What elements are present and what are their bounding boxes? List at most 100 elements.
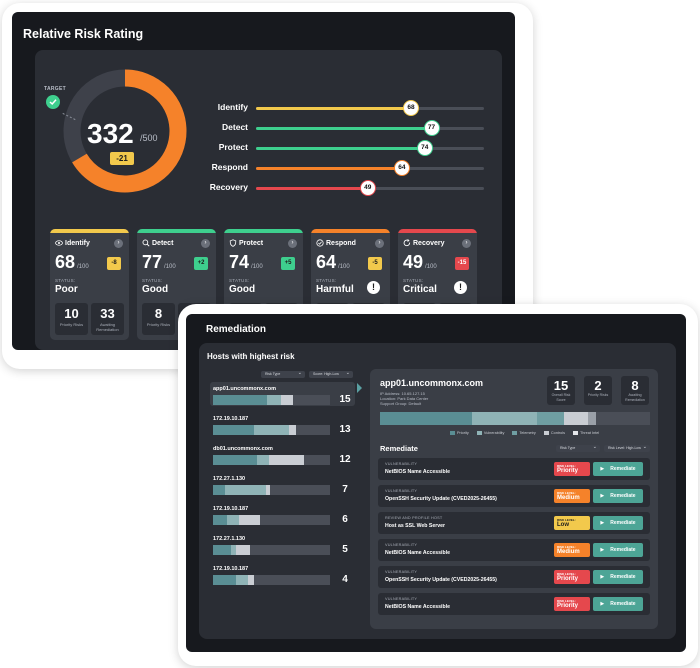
target-label: TARGET xyxy=(44,86,66,92)
awaiting-remediation-label: Awaiting Remediation xyxy=(96,322,119,332)
legend-label: Telemetry xyxy=(519,431,536,435)
host-risk-segment xyxy=(213,395,267,405)
chevron-right-icon[interactable]: › xyxy=(201,239,210,248)
awaiting-remediation-value: 33 xyxy=(100,306,115,321)
host-risk-segment xyxy=(236,545,251,555)
host-row[interactable]: app01.uncommonx.com 15 xyxy=(210,382,355,406)
chevron-right-icon[interactable]: › xyxy=(288,239,297,248)
host-row[interactable]: db01.uncommonx.com 12 xyxy=(210,442,355,466)
host-risk-segment xyxy=(269,455,305,465)
remediation-type: VULNERABILITY xyxy=(385,597,418,601)
breakdown-segment xyxy=(380,412,472,425)
category-score-value: 68 xyxy=(55,252,76,272)
host-row[interactable]: 172.19.10.187 6 xyxy=(210,502,355,526)
bar-track-protect xyxy=(256,147,484,150)
legend-label: Threat Intel xyxy=(579,431,600,435)
remediate-risk-type-select[interactable]: Risk Type xyxy=(556,444,600,452)
chevron-right-icon[interactable]: › xyxy=(114,239,123,248)
category-name: Identify xyxy=(65,240,90,247)
category-color-strip xyxy=(311,229,390,233)
bar-value-knob[interactable]: 68 xyxy=(403,100,420,116)
risk-score: 332 xyxy=(87,118,134,149)
host-risk-bar xyxy=(213,545,330,555)
stat-label: Awaiting Remediation xyxy=(625,393,645,402)
host-risk-segment xyxy=(230,545,237,555)
stat-overall-risk: 15 Overall Risk Score xyxy=(547,376,575,405)
host-risk-bar xyxy=(213,395,330,405)
remediation-type: VULNERABILITY xyxy=(385,462,418,466)
category-header: Protect xyxy=(229,239,263,247)
check-circle-icon xyxy=(316,239,326,247)
risk-level-value: Medium xyxy=(557,549,580,555)
remediate-button[interactable]: Remediate xyxy=(593,543,643,557)
legend-item: Controls xyxy=(543,431,565,435)
search-icon xyxy=(142,239,152,247)
bar-label-recovery: Recovery xyxy=(209,182,248,192)
risk-rating-screen: Relative Risk Rating TARGET 332 /500 -21… xyxy=(12,12,515,350)
host-risk-count: 13 xyxy=(339,424,351,435)
bar-value-knob[interactable]: 74 xyxy=(416,140,433,156)
bar-track-respond xyxy=(256,167,484,170)
category-score-value: 64 xyxy=(316,252,337,272)
category-score: 64/100 xyxy=(316,252,350,273)
host-row[interactable]: 172.19.10.187 4 xyxy=(210,562,355,586)
host-risk-type-select[interactable]: Risk Type xyxy=(261,370,305,378)
priority-risks-label: Priority Risks xyxy=(146,322,171,327)
host-row[interactable]: 172.27.1.130 7 xyxy=(210,472,355,496)
remediation-row: REVIEW AND PROFILE HOST Host as SSL Web S… xyxy=(378,512,650,534)
risk-donut-chart xyxy=(62,69,187,193)
category-status-label: STATUS: xyxy=(142,278,163,283)
category-card-identify[interactable]: Identify › 68/100 -8 STATUS: Poor 10 Priority R… xyxy=(50,229,129,340)
host-risk-segment xyxy=(236,575,249,585)
awaiting-remediation-box: 33 Awaiting Remediation xyxy=(91,303,124,335)
legend-label: Priority xyxy=(457,431,469,435)
stat-value: 8 xyxy=(631,378,639,393)
bar-track-identify xyxy=(256,107,484,110)
host-sort-select[interactable]: Score: High-Low xyxy=(309,370,353,378)
remediation-type: VULNERABILITY xyxy=(385,543,418,547)
category-delta-badge: -8 xyxy=(107,257,121,270)
host-risk-segment xyxy=(213,515,228,525)
bar-value-knob[interactable]: 49 xyxy=(359,180,376,196)
remediate-button[interactable]: Remediate xyxy=(593,597,643,611)
legend-label: Controls xyxy=(550,431,565,435)
bar-value-knob[interactable]: 77 xyxy=(423,120,440,136)
remediate-risk-level-select[interactable]: Risk Level: High-Low xyxy=(604,444,650,452)
category-status-label: STATUS: xyxy=(316,278,337,283)
host-risk-segment xyxy=(257,455,270,465)
remediate-button[interactable]: Remediate xyxy=(593,516,643,530)
remediation-name: NetBIOS Name Accessible xyxy=(385,604,450,610)
host-name: 172.27.1.130 xyxy=(213,476,246,482)
chevron-right-icon[interactable]: › xyxy=(375,239,384,248)
risk-level-value: Medium xyxy=(557,495,580,501)
risk-level-value: Priority xyxy=(557,576,579,582)
stat-value: 2 xyxy=(594,378,602,393)
remediate-button[interactable]: Remediate xyxy=(593,489,643,503)
host-name: 172.19.10.187 xyxy=(213,416,249,422)
alert-icon: ! xyxy=(367,281,380,294)
host-risk-segment xyxy=(227,515,239,525)
risk-rating-title: Relative Risk Rating xyxy=(23,27,144,41)
detail-location: Location: Park Data Center xyxy=(380,396,429,401)
remediate-button[interactable]: Remediate xyxy=(593,462,643,476)
host-row[interactable]: 172.27.1.130 5 xyxy=(210,532,355,556)
remediation-row: VULNERABILITY NetBIOS Name Accessible RISK… xyxy=(378,539,650,561)
category-color-strip xyxy=(398,229,477,233)
bar-value-knob[interactable]: 64 xyxy=(393,160,410,176)
chevron-right-icon[interactable]: › xyxy=(462,239,471,248)
category-score-max: /100 xyxy=(77,264,89,270)
host-risk-segment xyxy=(253,425,290,435)
bar-label-identify: Identify xyxy=(217,102,248,112)
category-status-label: STATUS: xyxy=(403,278,424,283)
category-score-max: /100 xyxy=(251,264,263,270)
category-name: Detect xyxy=(152,240,174,247)
risk-breakdown-legend: Priority Vulnerability Telemetry Controls Th… xyxy=(450,431,607,435)
host-name: db01.uncommonx.com xyxy=(213,446,273,452)
stat-priority-risks: 2 Priority Risks xyxy=(584,376,612,405)
remediate-button[interactable]: Remediate xyxy=(593,570,643,584)
priority-risks-value: 8 xyxy=(154,306,163,321)
remediate-title: Remediate xyxy=(380,444,418,453)
category-status: Critical xyxy=(403,284,437,295)
category-status: Good xyxy=(229,284,256,295)
host-row[interactable]: 172.19.10.187 13 xyxy=(210,412,355,436)
